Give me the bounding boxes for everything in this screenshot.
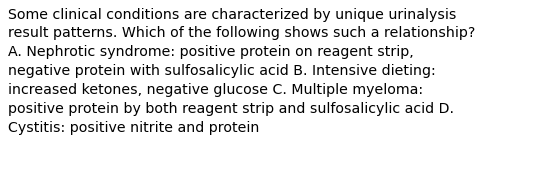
Text: Some clinical conditions are characterized by unique urinalysis
result patterns.: Some clinical conditions are characteriz… [8, 8, 476, 135]
